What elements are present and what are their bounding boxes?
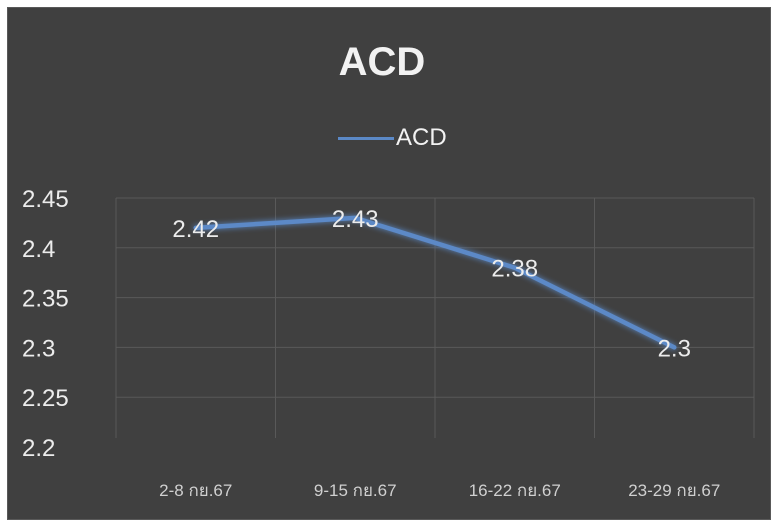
x-axis-ticks: 2-8 กย.67 9-15 กย.67 16-22 กย.67 23-29 กย.6… <box>159 481 720 500</box>
data-point <box>672 345 677 350</box>
x-tick-label: 16-22 กย.67 <box>469 481 561 500</box>
legend-label-acd: ACD <box>396 124 447 151</box>
chart-title: ACD <box>338 40 426 84</box>
y-tick-label: 2.35 <box>22 286 69 313</box>
chart-frame <box>7 7 771 520</box>
x-tick-label: 2-8 กย.67 <box>159 481 232 500</box>
y-tick-label: 2.45 <box>22 186 69 213</box>
data-label: 2.43 <box>332 206 379 233</box>
y-tick-label: 2.2 <box>22 435 55 462</box>
legend-swatch-acd <box>338 136 394 140</box>
legend: ACD <box>338 122 447 154</box>
y-tick-label: 2.4 <box>22 236 55 263</box>
x-tick-label: 23-29 กย.67 <box>628 481 720 500</box>
series-acd <box>193 215 677 350</box>
data-label: 2.3 <box>658 335 691 362</box>
data-label: 2.42 <box>172 216 219 243</box>
y-tick-label: 2.3 <box>22 335 55 362</box>
data-labels: 2.42 2.43 2.38 2.3 <box>172 206 691 362</box>
gridlines <box>115 197 755 438</box>
data-label: 2.38 <box>491 256 538 283</box>
y-axis-ticks: 2.45 2.4 2.35 2.3 2.25 2.2 <box>22 186 69 462</box>
series-line-acd <box>193 215 677 350</box>
y-tick-label: 2.25 <box>22 385 69 412</box>
x-tick-label: 9-15 กย.67 <box>314 481 397 500</box>
data-point <box>353 215 358 220</box>
data-point <box>193 225 198 230</box>
data-point <box>512 265 517 270</box>
